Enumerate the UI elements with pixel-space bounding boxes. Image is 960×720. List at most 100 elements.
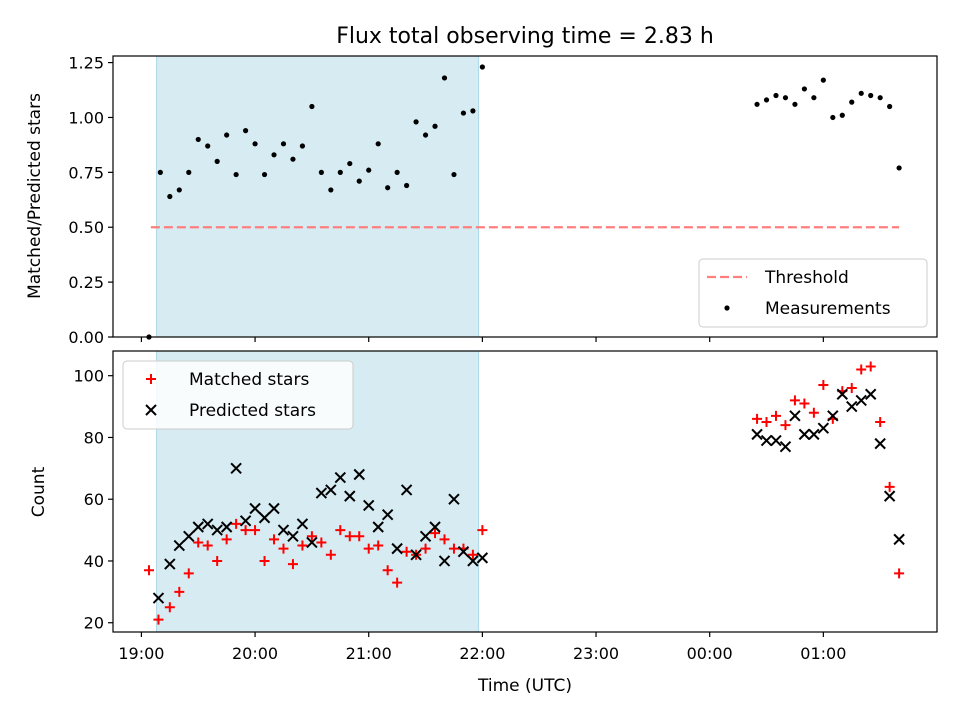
matched-stars-point [865, 361, 876, 372]
matched-stars-point [818, 379, 829, 390]
matched-stars-point [363, 543, 374, 554]
measurements-point [233, 171, 239, 178]
x-tick-label: 19:00 [118, 644, 164, 663]
matched-stars-point [477, 525, 488, 536]
measurements-point [896, 165, 902, 171]
predicted-stars-point [874, 437, 886, 450]
predicted-stars-point [751, 428, 763, 441]
predicted-stars-point [296, 518, 309, 530]
measurements-point [432, 123, 438, 129]
matched-stars-point [202, 540, 213, 551]
measurements-point [422, 132, 429, 138]
predicted-stars-point [438, 555, 451, 567]
y-tick-label-top: 1.00 [68, 108, 104, 127]
predicted-stars-point [239, 515, 252, 527]
legend-bottom: Matched stars Predicted stars [122, 360, 354, 430]
y-tick-label-top: 0.50 [68, 218, 104, 237]
x-tick-label: 00:00 [687, 644, 733, 663]
predicted-stars-point [381, 508, 394, 521]
predicted-stars-point [893, 533, 905, 546]
matched-stars-point [420, 543, 431, 554]
matched-stars-point [306, 531, 317, 542]
predicted-stars-point [827, 410, 839, 422]
measurements-point [451, 171, 457, 178]
measurements-point [460, 110, 467, 116]
matched-stars-point [448, 543, 459, 554]
matched-stars-point [846, 383, 857, 394]
matched-stars-point [287, 559, 298, 570]
predicted-stars-point [429, 521, 441, 533]
legend-matched-stars-swatch [146, 374, 156, 384]
x-axis-label: Time (UTC) [477, 676, 572, 696]
measurements-point [413, 119, 419, 125]
predicted-stars-point [883, 490, 896, 502]
predicted-stars-point [220, 521, 233, 533]
measurements-point [801, 86, 808, 92]
y-tick-label-top: 1.25 [68, 54, 104, 73]
matched-stars-point [325, 549, 336, 560]
legend-box-bottom [122, 360, 354, 430]
predicted-stars-point [372, 521, 384, 533]
measurements-point [754, 101, 760, 107]
matched-stars-point [430, 528, 441, 539]
matched-stars-point [221, 534, 232, 545]
predicted-stars-point [760, 434, 773, 447]
measurements-point [195, 136, 201, 143]
matched-stars-point [297, 540, 308, 551]
matched-stars-point [808, 407, 819, 418]
measurements-point [252, 141, 258, 147]
predicted-stars-point [202, 518, 214, 530]
y-axis-label-top: Matched/Predicted stars [25, 93, 45, 299]
predicted-stars-point [230, 462, 242, 475]
y-tick-label-bottom: 20 [84, 614, 104, 633]
measurements-point [849, 99, 855, 105]
measurements-point [366, 167, 372, 173]
measurements-point [224, 132, 230, 138]
measurements-point [176, 187, 182, 193]
measurements-point [887, 103, 893, 110]
predicted-stars-point [779, 441, 792, 453]
matched-stars-point [752, 413, 763, 424]
bottom-panel: 20 40 60 80 100 19:00 20:00 21:00 22:00 23:00 00:0… [73, 350, 938, 663]
top-panel: 0.00 0.25 0.50 0.75 1.00 1.25 Threshold Measure… [68, 54, 938, 347]
x-tick-label: 22:00 [459, 644, 505, 663]
x-tick-label: 23:00 [573, 644, 619, 663]
measurements-point [792, 101, 798, 107]
predicted-stars-point [334, 471, 347, 484]
matched-stars-point [250, 525, 261, 536]
measurements-point [186, 169, 192, 175]
matched-stars-point [335, 525, 346, 536]
matched-stars-point [193, 537, 204, 548]
predicted-stars-point [836, 388, 848, 400]
matched-stars-point [278, 543, 289, 554]
matched-stars-point [153, 614, 164, 625]
measurements-point [820, 77, 826, 83]
measurements-point [385, 185, 391, 191]
predicted-stars-point [789, 410, 801, 422]
matched-stars-point [382, 565, 393, 576]
matched-stars-point [894, 568, 905, 579]
predicted-stars-point [325, 484, 337, 496]
measurements-point [157, 169, 163, 175]
measurements-point [299, 143, 306, 149]
predicted-stars-point [808, 428, 820, 441]
predicted-stars-point [315, 487, 328, 499]
y-tick-label-top: 0.25 [68, 273, 104, 292]
matched-stars-point [373, 540, 384, 551]
measurements-point [280, 141, 287, 147]
predicted-stars-point [258, 512, 271, 524]
axes-frame-bottom [112, 350, 938, 633]
predicted-stars-point [268, 502, 280, 515]
predicted-stars-point [419, 530, 432, 542]
measurements-point [773, 92, 779, 99]
x-tick-label: 01:00 [800, 644, 846, 663]
predicted-stars-point [770, 434, 782, 447]
measurements-point [347, 160, 353, 167]
measurements-point [271, 152, 277, 158]
measurements-point [830, 114, 836, 121]
matched-stars-point [240, 525, 251, 536]
predicted-stars-point [353, 468, 365, 481]
measurements-point [290, 156, 296, 162]
measurements-point [479, 64, 485, 70]
matched-stars-point [856, 364, 867, 375]
